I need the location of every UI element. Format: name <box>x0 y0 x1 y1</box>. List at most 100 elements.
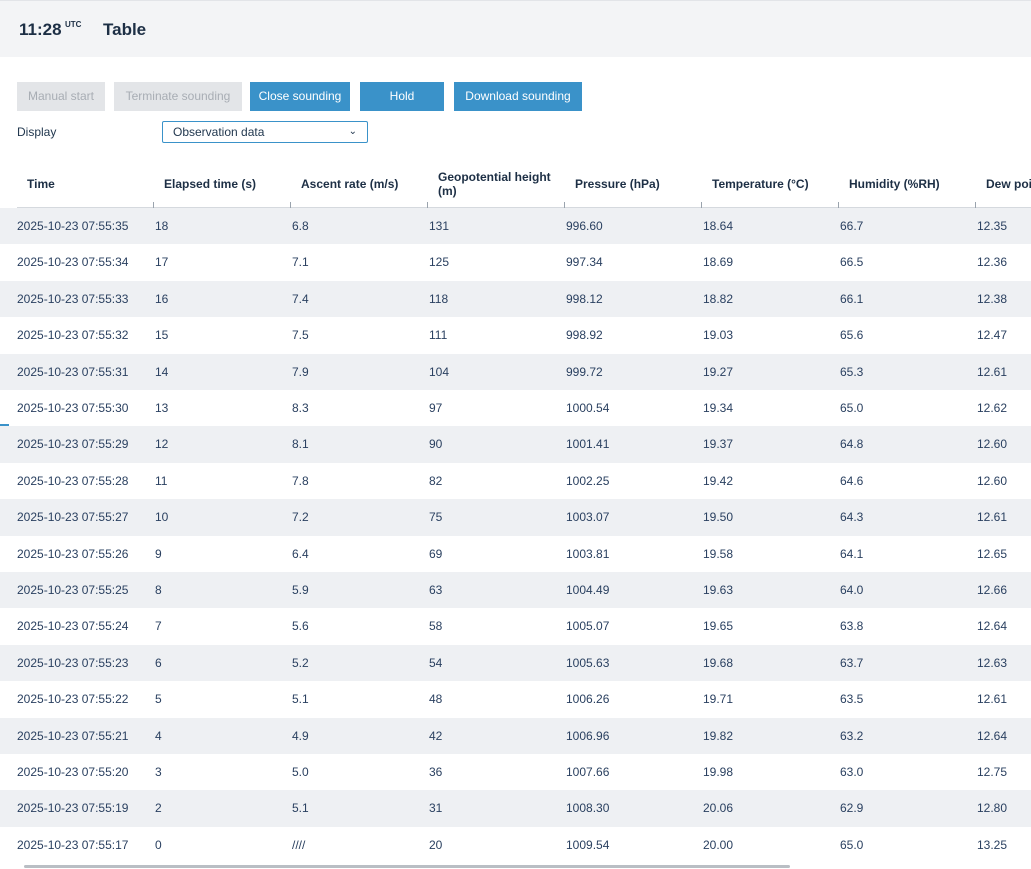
column-divider <box>564 202 565 208</box>
table-cell: 4.9 <box>292 728 309 743</box>
table-cell: 2025-10-23 07:55:26 <box>17 546 129 561</box>
table-cell: 2025-10-23 07:55:21 <box>17 728 129 743</box>
header-bar: 11:28 UTC Table <box>0 0 1031 57</box>
table-cell: 5.1 <box>292 692 309 707</box>
table-cell: 18.64 <box>703 219 734 233</box>
table-cell: 19.63 <box>703 583 734 597</box>
column-divider <box>701 202 702 208</box>
column-header[interactable]: Elapsed time (s) <box>164 177 257 191</box>
table-cell: 13 <box>155 401 169 415</box>
table-cell: 1005.07 <box>566 619 610 634</box>
table-cell: 12.64 <box>977 619 1008 634</box>
table-cell: 12.35 <box>977 219 1008 233</box>
table-cell: 14 <box>155 364 169 379</box>
table-cell: 58 <box>429 619 443 634</box>
table-row: 2025-10-23 07:55:24 7 5.6 58 1005.07 19.65 63.… <box>0 608 1031 644</box>
table-cell: 12.61 <box>977 692 1008 707</box>
column-header[interactable]: Dew point (°C) <box>986 177 1031 191</box>
column-header[interactable]: Geopotential height (m) <box>438 170 551 198</box>
table-cell: 2025-10-23 07:55:27 <box>17 510 129 525</box>
table-cell: 63.7 <box>840 655 864 670</box>
table-cell: 12.75 <box>977 765 1008 779</box>
table-cell: 12.36 <box>977 255 1008 270</box>
table-cell: 18.69 <box>703 255 734 270</box>
table-cell: 20 <box>429 837 443 852</box>
table-cell: 19.42 <box>703 473 734 488</box>
table-row: 2025-10-23 07:55:34 17 7.1 125 997.34 18.69 66… <box>0 244 1031 280</box>
table-row: 2025-10-23 07:55:28 11 7.8 82 1002.25 19.42 64… <box>0 463 1031 499</box>
table-cell: 97 <box>429 401 443 415</box>
table-cell: 12.64 <box>977 728 1008 743</box>
table-cell: 63.8 <box>840 619 864 634</box>
column-header[interactable]: Time <box>27 177 55 191</box>
table-cell: 1005.63 <box>566 655 610 670</box>
table-cell: 1000.54 <box>566 401 610 415</box>
table-cell: 18 <box>155 219 169 233</box>
table-cell: 2025-10-23 07:55:24 <box>17 619 129 634</box>
button[interactable]: Hold <box>360 82 444 111</box>
table-cell: 4 <box>155 728 162 743</box>
table-cell: 2025-10-23 07:55:25 <box>17 583 129 597</box>
column-header[interactable]: Temperature (°C) <box>712 177 809 191</box>
table-row: 2025-10-23 07:55:35 18 6.8 131 996.60 18.64 66… <box>0 208 1031 245</box>
table-cell: 2025-10-23 07:55:35 <box>17 219 129 233</box>
table-cell: 7.5 <box>292 328 309 343</box>
table-cell: 2025-10-23 07:55:23 <box>17 655 129 670</box>
table-cell: 19.27 <box>703 364 734 379</box>
table-cell: 64.0 <box>840 583 864 597</box>
table-cell: 11 <box>155 473 168 488</box>
table-cell: 7.2 <box>292 510 309 525</box>
table-cell: //// <box>292 837 306 852</box>
table-cell: 1001.41 <box>566 437 610 452</box>
table-cell: 12.63 <box>977 655 1008 670</box>
table-cell: 64.8 <box>840 437 864 452</box>
table-cell: 19.71 <box>703 692 734 707</box>
table-cell: 66.1 <box>840 291 864 306</box>
table-cell: 2025-10-23 07:55:28 <box>17 473 129 488</box>
column-header[interactable]: Pressure (hPa) <box>575 177 660 191</box>
table-cell: 36 <box>429 765 443 779</box>
table-row: 2025-10-23 07:55:19 2 5.1 31 1008.30 20.06 62.… <box>0 790 1031 827</box>
table-cell: 5.0 <box>292 765 309 779</box>
display-select[interactable]: Observation data ⌄ <box>162 121 368 143</box>
table-cell: 5 <box>155 692 162 707</box>
table-cell: 12.61 <box>977 364 1008 379</box>
table-cell: 2025-10-23 07:55:19 <box>17 801 129 816</box>
table-cell: 118 <box>429 291 449 306</box>
button: Manual start <box>17 82 105 111</box>
table-cell: 104 <box>429 364 450 379</box>
button: Terminate sounding <box>114 82 242 111</box>
table-row: 2025-10-23 07:55:29 12 8.1 90 1001.41 19.37 64… <box>0 426 1031 463</box>
table-cell: 54 <box>429 655 443 670</box>
table-row: 2025-10-23 07:55:27 10 7.2 75 1003.07 19.50 64… <box>0 499 1031 536</box>
table-cell: 5.2 <box>292 655 309 670</box>
table-cell: 2025-10-23 07:55:30 <box>17 401 129 415</box>
table-cell: 7.8 <box>292 473 309 488</box>
table-cell: 64.6 <box>840 473 864 488</box>
table-cell: 19.58 <box>703 546 734 561</box>
table: Time Elapsed time (s) Ascent rate (m/s) Geo… <box>0 163 1031 863</box>
button[interactable]: Close sounding <box>250 82 350 111</box>
table-cell: 7 <box>155 619 162 634</box>
table-row: 2025-10-23 07:55:31 14 7.9 104 999.72 19.27 65… <box>0 353 1031 390</box>
column-header[interactable]: Ascent rate (m/s) <box>301 177 399 191</box>
time-zone: UTC <box>65 20 82 29</box>
table-cell: 12.38 <box>977 291 1008 306</box>
table-cell: 19.68 <box>703 655 734 670</box>
table-cell: 1004.49 <box>566 583 610 597</box>
column-header[interactable]: Humidity (%RH) <box>849 177 940 191</box>
table-cell: 1002.25 <box>566 473 610 488</box>
table-cell: 12.61 <box>977 510 1008 525</box>
table-cell: 1003.81 <box>566 546 610 561</box>
table-cell: 82 <box>429 473 443 488</box>
table-cell: 8 <box>155 583 162 597</box>
table-cell: 19.34 <box>703 401 734 415</box>
table-cell: 2025-10-23 07:55:22 <box>17 692 129 707</box>
column-divider <box>838 202 839 208</box>
table-cell: 12.47 <box>977 328 1008 343</box>
button[interactable]: Download sounding <box>454 82 582 111</box>
table-cell: 7.9 <box>292 364 309 379</box>
table-cell: 8.3 <box>292 401 309 415</box>
scrollbar[interactable] <box>24 865 790 868</box>
table-cell: 7.1 <box>292 255 309 270</box>
